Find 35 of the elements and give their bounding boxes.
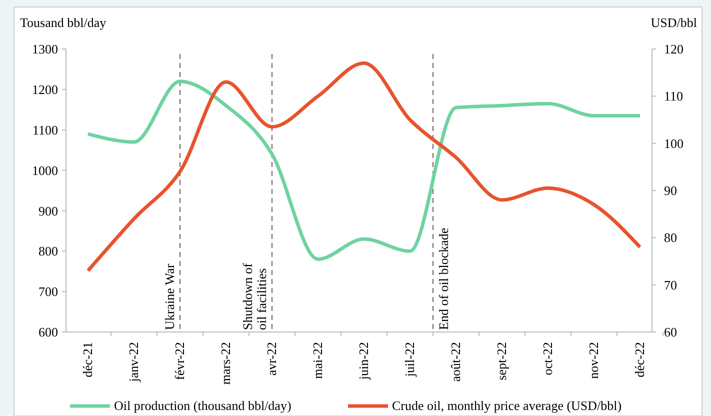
y-tick-label: 600 [38, 324, 58, 340]
x-tick-label: sept-22 [494, 342, 509, 380]
y-tick-label: 900 [38, 203, 58, 218]
x-tick-label: janv-22 [126, 342, 141, 383]
legend-label: Crude oil, monthly price average (USD/bbl) [392, 398, 622, 413]
x-tick-label: juil-22 [402, 342, 417, 378]
x-tick-label: juin-22 [356, 342, 371, 381]
y2-tick-label: 120 [664, 42, 684, 57]
x-tick-label: août-22 [448, 342, 463, 382]
x-tick-label: avr-22 [264, 342, 279, 376]
y2-tick-label: 100 [664, 136, 684, 151]
y2-tick-label: 60 [664, 324, 677, 340]
y-tick-label: 1300 [32, 42, 58, 57]
y2-tick-label: 80 [664, 230, 677, 246]
x-tick-label: déc-22 [632, 342, 647, 378]
y-tick-label: 700 [38, 284, 58, 300]
ref-line-label: Ukraine War [162, 263, 177, 330]
y2-tick-label: 70 [664, 277, 677, 292]
annotation: End of oil blockade [436, 228, 451, 330]
x-tick-label: nov-22 [586, 342, 601, 379]
y-tick-label: 1100 [32, 122, 58, 138]
y2-tick-label: 90 [664, 183, 677, 198]
x-tick-label: déc-21 [80, 342, 95, 378]
ref-line-label: Shutdown of oil facilities [240, 262, 269, 330]
y2-axis-title: USD/bbl [650, 15, 698, 30]
legend-label: Oil production (thousand bbl/day) [114, 398, 292, 413]
x-tick-label: oct-22 [540, 342, 555, 376]
y2-tick-label: 110 [664, 88, 684, 104]
y-tick-label: 1000 [32, 162, 58, 178]
y-axis-title: Tousand bbl/day [20, 15, 107, 30]
y-tick-label: 800 [38, 244, 58, 259]
y-tick-label: 1200 [32, 82, 58, 97]
x-tick-label: mars-22 [218, 342, 233, 385]
x-tick-label: mai-22 [310, 342, 325, 379]
x-tick-label: févr-22 [172, 342, 187, 380]
